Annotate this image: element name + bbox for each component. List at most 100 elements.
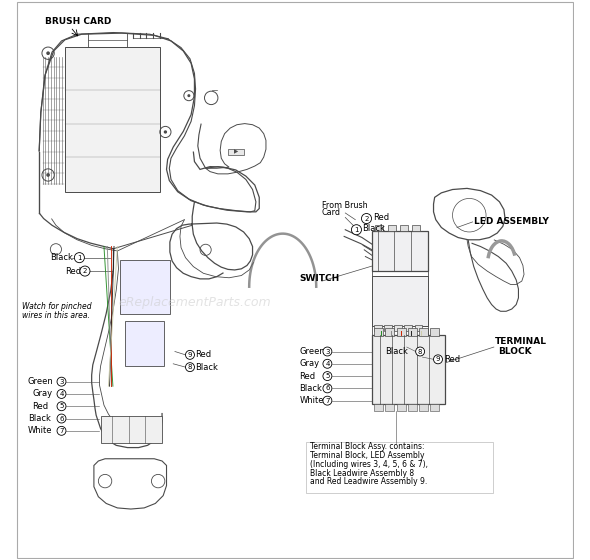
Circle shape	[323, 360, 332, 368]
Text: 2: 2	[83, 268, 87, 274]
FancyBboxPatch shape	[306, 442, 493, 493]
Circle shape	[323, 396, 332, 405]
Text: Black: Black	[385, 347, 408, 356]
Text: SWITCH: SWITCH	[300, 274, 340, 283]
FancyBboxPatch shape	[412, 225, 420, 231]
FancyBboxPatch shape	[430, 404, 439, 410]
Circle shape	[164, 130, 167, 134]
Text: wires in this area.: wires in this area.	[22, 311, 90, 320]
Text: White: White	[300, 396, 324, 405]
Text: 3: 3	[59, 379, 64, 385]
Text: TERMINAL: TERMINAL	[495, 337, 547, 346]
Circle shape	[323, 372, 332, 381]
Circle shape	[323, 347, 332, 356]
Text: 6: 6	[325, 385, 330, 391]
Circle shape	[57, 414, 66, 423]
FancyBboxPatch shape	[395, 325, 402, 332]
FancyBboxPatch shape	[415, 325, 422, 332]
FancyBboxPatch shape	[374, 404, 384, 410]
FancyBboxPatch shape	[125, 321, 164, 366]
Circle shape	[352, 225, 362, 235]
FancyBboxPatch shape	[396, 328, 405, 336]
FancyBboxPatch shape	[17, 2, 573, 558]
Text: 7: 7	[325, 398, 330, 404]
Text: Terminal Block, LED Assembly: Terminal Block, LED Assembly	[310, 451, 424, 460]
Text: 3: 3	[325, 348, 330, 354]
FancyBboxPatch shape	[408, 328, 417, 336]
Text: Red: Red	[373, 213, 389, 222]
Circle shape	[185, 351, 195, 360]
Text: Card: Card	[322, 208, 341, 217]
Text: Black: Black	[300, 384, 322, 393]
FancyBboxPatch shape	[101, 416, 162, 443]
Circle shape	[323, 384, 332, 393]
Text: 5: 5	[60, 403, 64, 409]
Text: (Including wires 3, 4, 5, 6 & 7),: (Including wires 3, 4, 5, 6 & 7),	[310, 460, 428, 469]
Circle shape	[74, 253, 84, 263]
Text: 1: 1	[77, 255, 81, 260]
Text: Red: Red	[300, 372, 316, 381]
Circle shape	[80, 266, 90, 276]
Text: Red: Red	[444, 355, 460, 364]
Text: White: White	[28, 426, 53, 435]
FancyBboxPatch shape	[372, 276, 428, 326]
Text: Gray: Gray	[300, 360, 320, 368]
Text: Black: Black	[195, 363, 218, 372]
FancyBboxPatch shape	[400, 225, 408, 231]
Text: 4: 4	[60, 391, 64, 397]
FancyBboxPatch shape	[384, 325, 392, 332]
FancyBboxPatch shape	[419, 404, 428, 410]
Text: Black: Black	[50, 253, 73, 262]
FancyBboxPatch shape	[374, 325, 382, 332]
Circle shape	[188, 94, 191, 97]
Text: BLOCK: BLOCK	[499, 347, 532, 356]
Text: Black: Black	[363, 224, 385, 233]
FancyBboxPatch shape	[374, 328, 384, 336]
Circle shape	[57, 402, 66, 410]
Text: 7: 7	[59, 428, 64, 434]
Text: 2: 2	[364, 216, 369, 222]
FancyBboxPatch shape	[65, 46, 160, 192]
FancyBboxPatch shape	[228, 150, 244, 155]
Text: Watch for pinched: Watch for pinched	[22, 302, 92, 311]
Text: Red: Red	[195, 351, 212, 360]
FancyBboxPatch shape	[408, 404, 417, 410]
Text: Black: Black	[28, 414, 51, 423]
Text: 9: 9	[436, 356, 440, 362]
FancyBboxPatch shape	[385, 404, 395, 410]
Circle shape	[57, 426, 66, 435]
Circle shape	[57, 377, 66, 386]
Text: Red: Red	[65, 267, 81, 276]
Text: 8: 8	[188, 364, 192, 370]
FancyBboxPatch shape	[372, 231, 428, 271]
FancyBboxPatch shape	[372, 335, 445, 404]
Circle shape	[416, 347, 425, 356]
Circle shape	[46, 52, 50, 55]
FancyBboxPatch shape	[405, 325, 412, 332]
Text: 8: 8	[418, 348, 422, 354]
FancyBboxPatch shape	[388, 225, 395, 231]
Text: ▶: ▶	[234, 150, 238, 155]
Text: 6: 6	[59, 416, 64, 422]
Text: and Red Leadwire Assembly 9.: and Red Leadwire Assembly 9.	[310, 478, 427, 487]
Text: Green: Green	[300, 347, 325, 356]
Text: Black Leadwire Assembly 8: Black Leadwire Assembly 8	[310, 469, 414, 478]
Circle shape	[185, 363, 195, 372]
Text: BRUSH CARD: BRUSH CARD	[45, 17, 111, 26]
FancyBboxPatch shape	[396, 404, 405, 410]
FancyBboxPatch shape	[375, 225, 384, 231]
FancyBboxPatch shape	[430, 328, 439, 336]
Circle shape	[362, 213, 372, 223]
Text: Terminal Block Assy. contains:: Terminal Block Assy. contains:	[310, 442, 424, 451]
Text: 5: 5	[325, 373, 330, 379]
Text: Gray: Gray	[32, 389, 53, 399]
Text: 4: 4	[325, 361, 330, 367]
FancyBboxPatch shape	[120, 260, 170, 314]
FancyBboxPatch shape	[385, 328, 395, 336]
Text: 9: 9	[188, 352, 192, 358]
Text: 1: 1	[354, 227, 359, 233]
FancyBboxPatch shape	[419, 328, 428, 336]
Text: LED ASSEMBLY: LED ASSEMBLY	[474, 217, 549, 226]
Circle shape	[46, 173, 50, 177]
Text: From Brush: From Brush	[322, 200, 368, 209]
